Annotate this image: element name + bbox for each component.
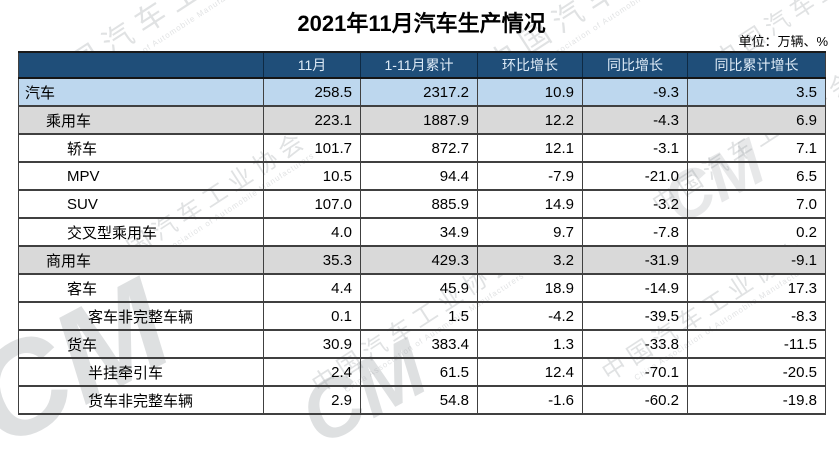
table-row: 客车非完整车辆 0.1 1.5 -4.2 -39.5 -8.3 xyxy=(18,301,826,331)
cell-value: 101.7 xyxy=(263,133,361,163)
table-row: 轿车 101.7 872.7 12.1 -3.1 7.1 xyxy=(18,133,826,163)
cell-value: 872.7 xyxy=(360,133,478,163)
cell-value: 3.2 xyxy=(477,245,583,275)
cell-value: -7.8 xyxy=(582,217,688,247)
table-row: 商用车 35.3 429.3 3.2 -31.9 -9.1 xyxy=(18,245,826,275)
table-header-row: 11月 1-11月累计 环比增长 同比增长 同比累计增长 xyxy=(18,51,826,79)
cell-value: 12.1 xyxy=(477,133,583,163)
cell-value: -3.2 xyxy=(582,189,688,219)
cell-value: 45.9 xyxy=(360,273,478,303)
table-row: 半挂牵引车 2.4 61.5 12.4 -70.1 -20.5 xyxy=(18,357,826,387)
cell-value: 1.3 xyxy=(477,329,583,359)
row-label: 商用车 xyxy=(18,245,264,275)
cell-value: 1887.9 xyxy=(360,105,478,135)
cell-value: 1.5 xyxy=(360,301,478,331)
page-title: 2021年11月汽车生产情况 xyxy=(297,11,546,36)
cell-value: 223.1 xyxy=(263,105,361,135)
unit-note: 单位：万辆、% xyxy=(738,34,828,49)
row-label: 汽车 xyxy=(18,77,264,107)
cell-value: 429.3 xyxy=(360,245,478,275)
header-cell-ytd-cumulative: 1-11月累计 xyxy=(360,51,478,79)
header-cell-november: 11月 xyxy=(263,51,361,79)
cell-value: 4.4 xyxy=(263,273,361,303)
header-cell-mom-growth: 环比增长 xyxy=(477,51,583,79)
row-label: 客车非完整车辆 xyxy=(18,301,264,331)
table-row: 货车 30.9 383.4 1.3 -33.8 -11.5 xyxy=(18,329,826,359)
cell-value: -70.1 xyxy=(582,357,688,387)
cell-value: 6.5 xyxy=(687,161,826,191)
cell-value: 35.3 xyxy=(263,245,361,275)
cell-value: -20.5 xyxy=(687,357,826,387)
cell-value: 2317.2 xyxy=(360,77,478,107)
cell-value: -39.5 xyxy=(582,301,688,331)
cell-value: -3.1 xyxy=(582,133,688,163)
cell-value: 3.5 xyxy=(687,77,826,107)
cell-value: 7.1 xyxy=(687,133,826,163)
row-label: 半挂牵引车 xyxy=(18,357,264,387)
cell-value: -31.9 xyxy=(582,245,688,275)
cell-value: 107.0 xyxy=(263,189,361,219)
cell-value: 4.0 xyxy=(263,217,361,247)
cell-value: 94.4 xyxy=(360,161,478,191)
cell-value: 10.9 xyxy=(477,77,583,107)
row-label: 货车 xyxy=(18,329,264,359)
production-table: 11月 1-11月累计 环比增长 同比增长 同比累计增长 汽车 258.5 23… xyxy=(18,51,826,415)
cell-value: -21.0 xyxy=(582,161,688,191)
cell-value: -8.3 xyxy=(687,301,826,331)
table-row: SUV 107.0 885.9 14.9 -3.2 7.0 xyxy=(18,189,826,219)
cell-value: 258.5 xyxy=(263,77,361,107)
cell-value: -7.9 xyxy=(477,161,583,191)
table-row: 汽车 258.5 2317.2 10.9 -9.3 3.5 xyxy=(18,77,826,107)
cell-value: -4.2 xyxy=(477,301,583,331)
cell-value: -9.1 xyxy=(687,245,826,275)
table-row: 交叉型乘用车 4.0 34.9 9.7 -7.8 0.2 xyxy=(18,217,826,247)
cell-value: 14.9 xyxy=(477,189,583,219)
cell-value: 0.1 xyxy=(263,301,361,331)
cell-value: 30.9 xyxy=(263,329,361,359)
row-label: MPV xyxy=(18,161,264,191)
cell-value: 18.9 xyxy=(477,273,583,303)
cell-value: -4.3 xyxy=(582,105,688,135)
cell-value: 2.9 xyxy=(263,385,361,415)
cell-value: -11.5 xyxy=(687,329,826,359)
cell-value: -33.8 xyxy=(582,329,688,359)
cell-value: 885.9 xyxy=(360,189,478,219)
table-row: MPV 10.5 94.4 -7.9 -21.0 6.5 xyxy=(18,161,826,191)
cell-value: 17.3 xyxy=(687,273,826,303)
table-row: 货车非完整车辆 2.9 54.8 -1.6 -60.2 -19.8 xyxy=(18,385,826,415)
cell-value: 34.9 xyxy=(360,217,478,247)
cell-value: 10.5 xyxy=(263,161,361,191)
cell-value: 54.8 xyxy=(360,385,478,415)
row-label: 交叉型乘用车 xyxy=(18,217,264,247)
cell-value: -14.9 xyxy=(582,273,688,303)
cell-value: 7.0 xyxy=(687,189,826,219)
header-cell-yoy-growth: 同比增长 xyxy=(582,51,688,79)
table-row: 乘用车 223.1 1887.9 12.2 -4.3 6.9 xyxy=(18,105,826,135)
cell-value: 12.4 xyxy=(477,357,583,387)
cell-value: 0.2 xyxy=(687,217,826,247)
row-label: 乘用车 xyxy=(18,105,264,135)
cell-value: -19.8 xyxy=(687,385,826,415)
cell-value: -9.3 xyxy=(582,77,688,107)
row-label: 客车 xyxy=(18,273,264,303)
table-body: 汽车 258.5 2317.2 10.9 -9.3 3.5 乘用车 223.1 … xyxy=(18,77,826,415)
row-label: 轿车 xyxy=(18,133,264,163)
header-cell-category xyxy=(18,51,264,79)
cell-value: 2.4 xyxy=(263,357,361,387)
cell-value: 12.2 xyxy=(477,105,583,135)
row-label: 货车非完整车辆 xyxy=(18,385,264,415)
header-cell-yoy-cum-growth: 同比累计增长 xyxy=(687,51,826,79)
cell-value: 61.5 xyxy=(360,357,478,387)
table-row: 客车 4.4 45.9 18.9 -14.9 17.3 xyxy=(18,273,826,303)
cell-value: -60.2 xyxy=(582,385,688,415)
cell-value: 9.7 xyxy=(477,217,583,247)
cell-value: -1.6 xyxy=(477,385,583,415)
cell-value: 383.4 xyxy=(360,329,478,359)
row-label: SUV xyxy=(18,189,264,219)
cell-value: 6.9 xyxy=(687,105,826,135)
